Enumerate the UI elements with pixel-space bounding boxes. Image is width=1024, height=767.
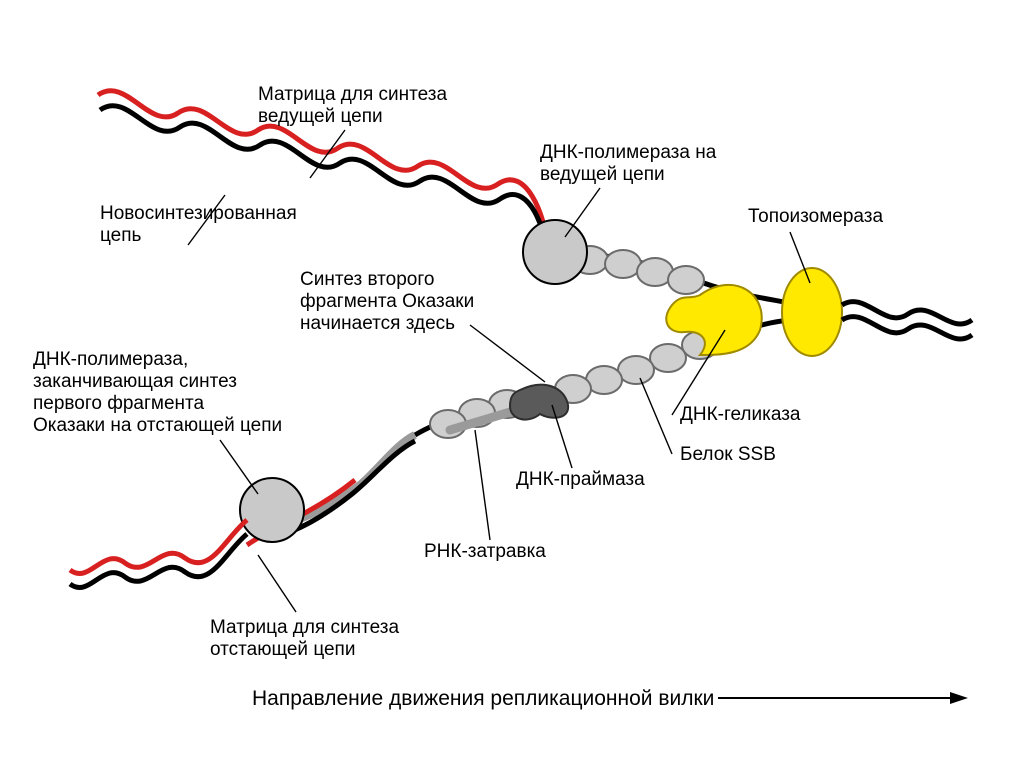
label-lagging_template: Матрица для синтезаотстающей цепи: [210, 617, 399, 660]
leading-polymerase: [523, 220, 587, 284]
dna-primase: [510, 385, 568, 420]
label-primase: ДНК-праймаза: [516, 469, 645, 490]
lagging-strand-duplex-tail: [70, 520, 247, 588]
dna-helicase: [666, 285, 761, 355]
label-rna_primer: РНК-затравка: [424, 541, 546, 562]
label-okazaki_second: Синтез второгофрагмента Оказакиначинаетс…: [300, 269, 474, 334]
label-topoisomerase: Топоизомераза: [748, 206, 883, 227]
parental-dna: [842, 302, 972, 339]
replication-fork-diagram: Матрица для синтезаведущей цепи Новосинте…: [0, 0, 1024, 767]
lagging-polymerase: [240, 478, 304, 542]
label-ssb: Белок SSB: [680, 444, 776, 465]
label-new_strand: Новосинтезированнаяцепь: [100, 203, 297, 246]
caption-text: Направление движения репликационной вилк…: [252, 687, 714, 710]
label-lagging_polymerase: ДНК-полимераза,заканчивающая синтезперво…: [33, 349, 282, 436]
ssb-upper: [572, 246, 704, 294]
label-helicase: ДНК-геликаза: [680, 404, 801, 425]
topoisomerase: [782, 268, 842, 356]
label-leading_template: Матрица для синтезаведущей цепи: [258, 84, 447, 127]
label-leading_polymerase: ДНК-полимераза наведущей цепи: [540, 142, 717, 185]
caption-arrow: [718, 692, 968, 704]
